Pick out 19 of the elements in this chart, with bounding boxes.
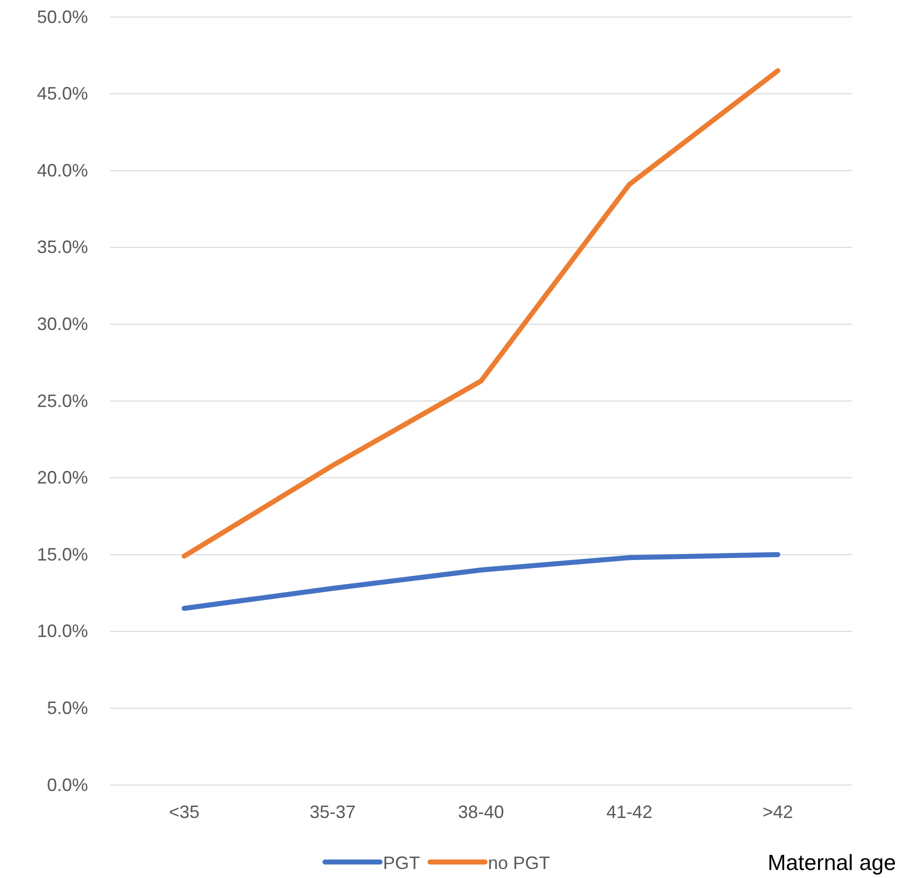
x-axis-title: Maternal age [768,850,896,875]
x-tick-label: >42 [762,802,794,822]
y-tick-label: 10.0% [36,621,88,642]
y-tick-label: 20.0% [36,468,88,488]
x-tick-label: 38-40 [458,802,504,822]
y-tick-label: 0.0% [46,774,88,795]
y-tick-label: 30.0% [36,314,88,334]
y-tick-label: 35.0% [36,237,88,258]
y-tick-label: 45.0% [36,84,88,104]
x-tick-label: <35 [168,802,200,822]
x-tick-label: 41-42 [606,802,652,822]
y-tick-label: 25.0% [36,390,88,411]
y-tick-label: 5.0% [46,698,88,718]
legend-label: PGT [383,853,420,873]
y-tick-label: 15.0% [36,544,88,564]
legend-label: no PGT [488,853,550,873]
x-tick-label: 35-37 [310,802,356,822]
y-tick-label: 40.0% [36,160,88,180]
y-tick-label: 50.0% [36,6,88,27]
